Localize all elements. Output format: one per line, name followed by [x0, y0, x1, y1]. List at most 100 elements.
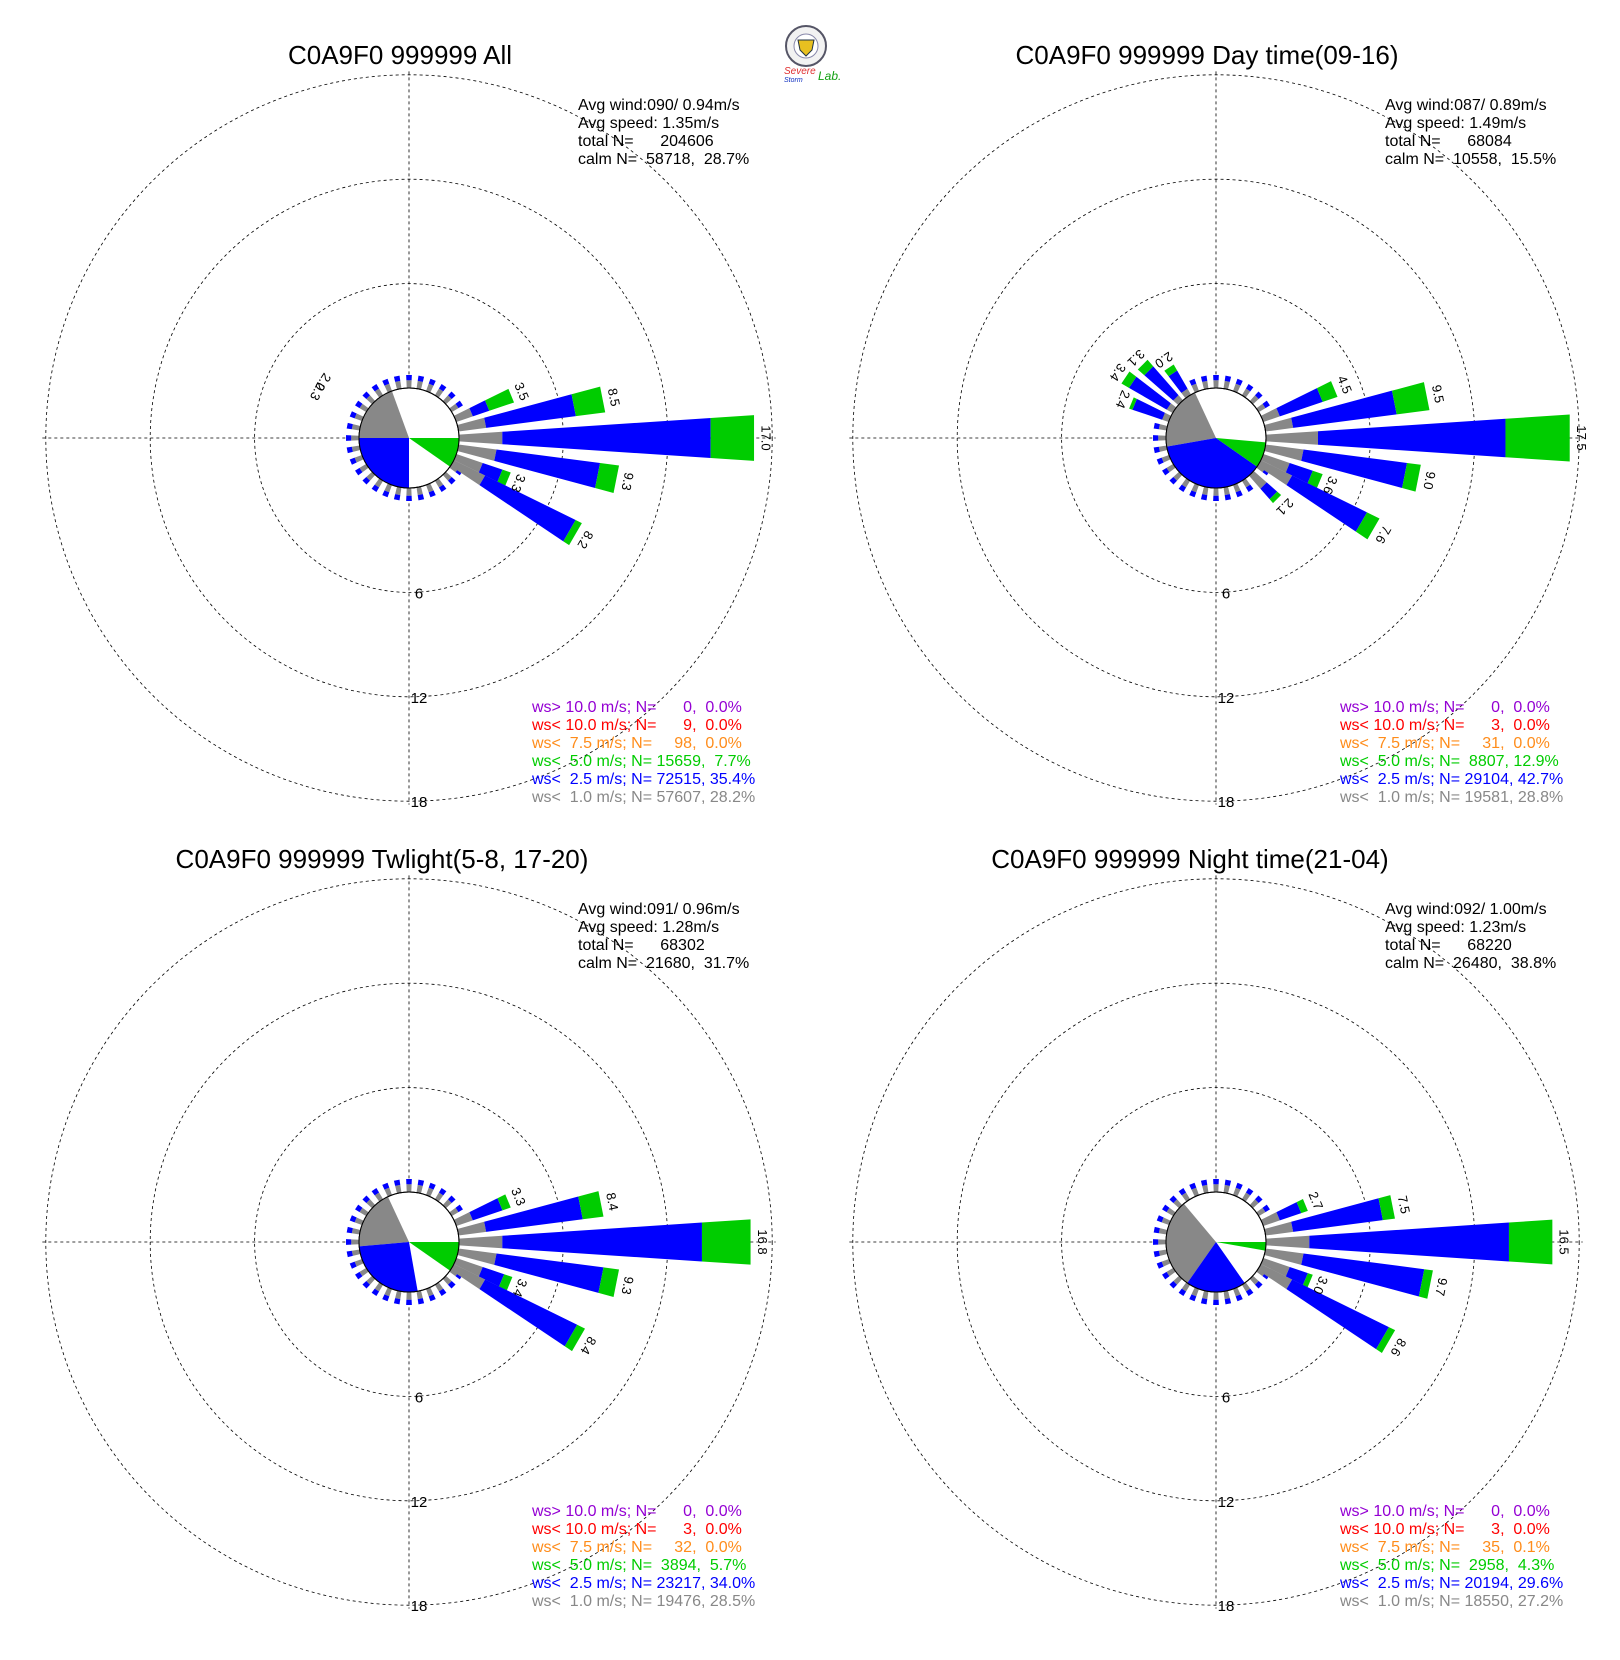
- minor-petal-light: [447, 476, 456, 485]
- minor-petal-light: [406, 375, 412, 381]
- minor-petal-calm: [1233, 383, 1241, 393]
- minor-petal-light: [1189, 1182, 1197, 1190]
- calm-pie-slice: [1166, 392, 1216, 447]
- petal-segment-lt-2-5: [484, 394, 576, 428]
- logo-text-severe: Severe: [784, 66, 816, 77]
- minor-petal-light: [1254, 1195, 1263, 1204]
- ring-label: 6: [415, 1389, 423, 1406]
- legend-entry: ws< 2.5 m/s; N= 20194, 29.6%: [1339, 1575, 1563, 1592]
- minor-petal-light: [406, 495, 412, 501]
- severe-storm-lab-logo: Severe Storm Lab.: [784, 25, 841, 84]
- stats-line: calm N= 10558, 15.5%: [1385, 151, 1556, 168]
- minor-petal-light: [1162, 1271, 1170, 1280]
- minor-petal-calm: [1173, 471, 1183, 481]
- legend-entry: ws< 10.0 m/s; N= 3, 0.0%: [1339, 717, 1550, 734]
- minor-petal-light: [1178, 1188, 1187, 1196]
- minor-petal-calm: [1202, 1184, 1209, 1194]
- minor-petal-calm: [1161, 455, 1171, 463]
- minor-petal-light: [1245, 384, 1254, 392]
- minor-petal-light: [417, 1298, 425, 1305]
- minor-petal-calm: [426, 1287, 434, 1297]
- petal-value-label: 9.5: [1429, 384, 1447, 405]
- petal-segment-lt-1: [450, 460, 486, 486]
- minor-petal-light: [346, 1226, 353, 1234]
- petal-segment-lt-5: [1418, 1269, 1433, 1299]
- minor-petal-calm: [395, 1290, 402, 1300]
- legend-entry: ws< 7.5 m/s; N= 32, 0.0%: [531, 1539, 742, 1556]
- minor-petal-calm: [359, 403, 369, 413]
- petal-segment-lt-2-5: [1291, 1198, 1383, 1232]
- minor-petal-calm: [442, 471, 452, 481]
- minor-petal-light: [1162, 1204, 1170, 1213]
- stats-line: Avg wind:091/ 0.96m/s: [578, 901, 740, 918]
- minor-petal-light: [1178, 484, 1187, 492]
- petal-value-label: 16.8: [755, 1229, 770, 1254]
- petal-value-label: 8.6: [1387, 1336, 1409, 1359]
- petal-segment-lt-5: [1269, 491, 1282, 504]
- grid-ring: [45, 74, 773, 802]
- petal-segment-lt-5: [1391, 382, 1430, 415]
- legend-entry: ws< 5.0 m/s; N= 8807, 12.9%: [1339, 753, 1559, 770]
- calm-pie-slice: [1216, 1242, 1266, 1251]
- minor-petal-light: [1169, 476, 1178, 485]
- minor-petal-calm: [434, 388, 444, 398]
- minor-petal-calm: [384, 1287, 392, 1297]
- petal-segment-lt-2-5: [1309, 1222, 1509, 1262]
- minor-petal-calm: [1223, 486, 1230, 496]
- minor-petal-light: [1245, 1188, 1254, 1196]
- minor-petal-calm: [366, 395, 376, 405]
- minor-petal-calm: [1233, 483, 1241, 493]
- ring-label: 18: [411, 1598, 428, 1615]
- minor-petal-light: [393, 1179, 401, 1186]
- minor-petal-calm: [384, 1187, 392, 1197]
- petal-segment-lt-1: [1264, 417, 1294, 432]
- legend-entry: ws< 5.0 m/s; N= 15659, 7.7%: [531, 753, 751, 770]
- calm-pie-slice: [1187, 1242, 1245, 1292]
- petal-segment-lt-1: [458, 1235, 503, 1249]
- minor-petal-light: [393, 375, 401, 382]
- minor-petal-light: [346, 1239, 352, 1245]
- minor-petal-light: [371, 384, 380, 392]
- petal-segment-lt-5: [1505, 414, 1570, 462]
- petal-segment-lt-5: [1316, 381, 1338, 402]
- minor-petal-light: [355, 1204, 363, 1213]
- minor-petal-light: [349, 457, 357, 465]
- wind-rose-panel: C0A9F0 999999 Night time(21-04) 6 12 18 2.7 7…: [849, 844, 1583, 1615]
- minor-petal-calm: [351, 445, 361, 452]
- minor-petal-calm: [434, 1282, 444, 1292]
- legend-entry: ws< 7.5 m/s; N= 35, 0.1%: [1339, 1539, 1550, 1556]
- minor-petal-light: [346, 446, 353, 454]
- petal-segment-lt-1: [458, 431, 503, 445]
- petal-segment-lt-2-5: [494, 449, 601, 489]
- legend-entry: ws< 2.5 m/s; N= 23217, 34.0%: [531, 1575, 755, 1592]
- minor-petal-light: [362, 476, 371, 485]
- minor-petal-calm: [406, 1184, 412, 1193]
- petal-value-label: 8.4: [577, 1334, 599, 1357]
- petal-segment-lt-2-5: [1276, 388, 1323, 417]
- petal-segment-lt-1: [1260, 1258, 1290, 1277]
- petal-segment-lt-2-5: [1291, 390, 1397, 428]
- minor-petal-light: [1224, 1298, 1232, 1305]
- petal-segment-lt-1: [1265, 431, 1318, 445]
- petal-value-label: 9.3: [618, 471, 636, 492]
- petal-segment-lt-1: [457, 1221, 487, 1236]
- legend-entry: ws> 10.0 m/s; N= 0, 0.0%: [1339, 699, 1550, 716]
- stats-line: Avg wind:087/ 0.89m/s: [1385, 97, 1547, 114]
- minor-petal-light: [1153, 1226, 1160, 1234]
- minor-petal-calm: [1241, 1282, 1251, 1292]
- petal-segment-lt-1: [1260, 408, 1280, 422]
- minor-petal-light: [417, 1179, 425, 1186]
- minor-petal-light: [1254, 391, 1263, 400]
- minor-petal-light: [428, 1182, 436, 1190]
- minor-petal-light: [1262, 1204, 1270, 1213]
- petal-value-label: 3.3: [508, 472, 529, 494]
- legend-entry: ws< 10.0 m/s; N= 9, 0.0%: [531, 717, 742, 734]
- minor-petal-calm: [374, 388, 384, 398]
- minor-petal-light: [382, 1182, 390, 1190]
- minor-petal-calm: [1166, 1207, 1176, 1217]
- petal-segment-lt-2-5: [484, 1196, 583, 1232]
- petal-segment-lt-2-5: [1276, 1202, 1302, 1221]
- minor-petal-calm: [1241, 388, 1251, 398]
- ring-label: 12: [411, 690, 428, 707]
- minor-petal-calm: [1191, 1187, 1199, 1197]
